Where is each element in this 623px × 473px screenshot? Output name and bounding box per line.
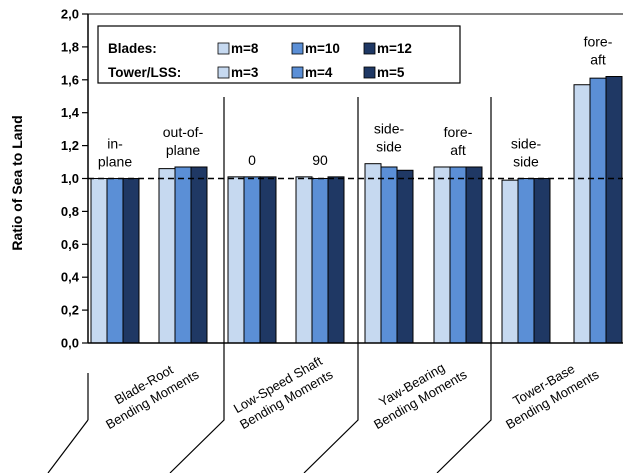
bar: [122, 178, 140, 344]
group-label: side: [376, 139, 402, 155]
legend-item: m=12: [377, 41, 412, 56]
legend-swatch: [291, 66, 304, 79]
bar: [174, 166, 192, 344]
group-label: aft: [590, 52, 606, 68]
group-label: side-: [374, 121, 405, 137]
category-separator: [47, 419, 89, 473]
y-tick-label: 0,6: [61, 237, 79, 252]
category-separator: [169, 97, 225, 473]
legend-swatch: [291, 42, 304, 55]
legend-item: m=8: [231, 41, 259, 56]
bar: [158, 168, 176, 344]
plot-area: 0,0 0,2 0,4 0,6 0,8 1,0 1,2 1,4 1,6 1,8 2,0 in-plan…: [47, 7, 623, 473]
y-tick-label: 2,0: [61, 7, 79, 22]
bar: [589, 77, 607, 344]
y-tick-label: 1,4: [61, 105, 80, 120]
y-tick-label: 0,8: [61, 204, 79, 219]
bar: [227, 176, 245, 344]
legend-row-label: Blades:: [108, 41, 157, 56]
legend-item: m=4: [305, 65, 333, 80]
legend-box: [97, 25, 461, 84]
group-label: 0: [248, 152, 256, 168]
bar: [605, 76, 623, 344]
y-axis-label: Ratio of Sea to Land: [9, 115, 25, 250]
bar: [190, 166, 208, 344]
group-label: fore-: [584, 34, 613, 50]
bar: [380, 166, 398, 344]
bar: [517, 178, 535, 344]
bar: [106, 178, 124, 344]
category-separator: [303, 97, 359, 473]
bar: [295, 176, 313, 344]
group-label: out-of-: [163, 124, 204, 140]
group-label: plane: [166, 142, 200, 158]
legend-row-label: Tower/LSS:: [108, 65, 181, 80]
legend-item: m=5: [377, 65, 405, 80]
category-separator: [436, 97, 492, 473]
group-label: side: [513, 154, 539, 170]
bar: [433, 166, 451, 344]
bar: [501, 179, 519, 344]
bar: [533, 178, 551, 344]
legend-item: m=3: [231, 65, 259, 80]
group-label: side-: [511, 136, 542, 152]
legend-swatch: [217, 66, 230, 79]
bar: [449, 166, 467, 344]
group-label: 90: [312, 152, 328, 168]
bar: [465, 166, 483, 344]
bar: [90, 178, 108, 344]
group-label: in-: [107, 136, 123, 152]
bar: [243, 176, 261, 344]
bar: [364, 163, 382, 344]
bar: [573, 84, 591, 344]
group-label: aft: [450, 142, 466, 158]
y-tick-label: 1,8: [61, 39, 79, 54]
legend-swatch: [363, 66, 376, 79]
y-tick-label: 1,2: [61, 138, 79, 153]
y-tick-label: 1,0: [61, 171, 79, 186]
bar: [396, 169, 414, 344]
bar: [259, 176, 277, 344]
group-label: plane: [98, 154, 132, 170]
y-tick-label: 0,2: [61, 303, 79, 318]
y-tick-label: 0,0: [61, 336, 79, 351]
bar: [327, 176, 345, 344]
group-label: fore-: [444, 124, 473, 140]
y-tick-label: 1,6: [61, 72, 79, 87]
legend-swatch: [363, 42, 376, 55]
y-tick-label: 0,4: [61, 270, 80, 285]
legend-item: m=10: [305, 41, 340, 56]
bar: [311, 178, 329, 344]
legend-swatch: [217, 42, 230, 55]
